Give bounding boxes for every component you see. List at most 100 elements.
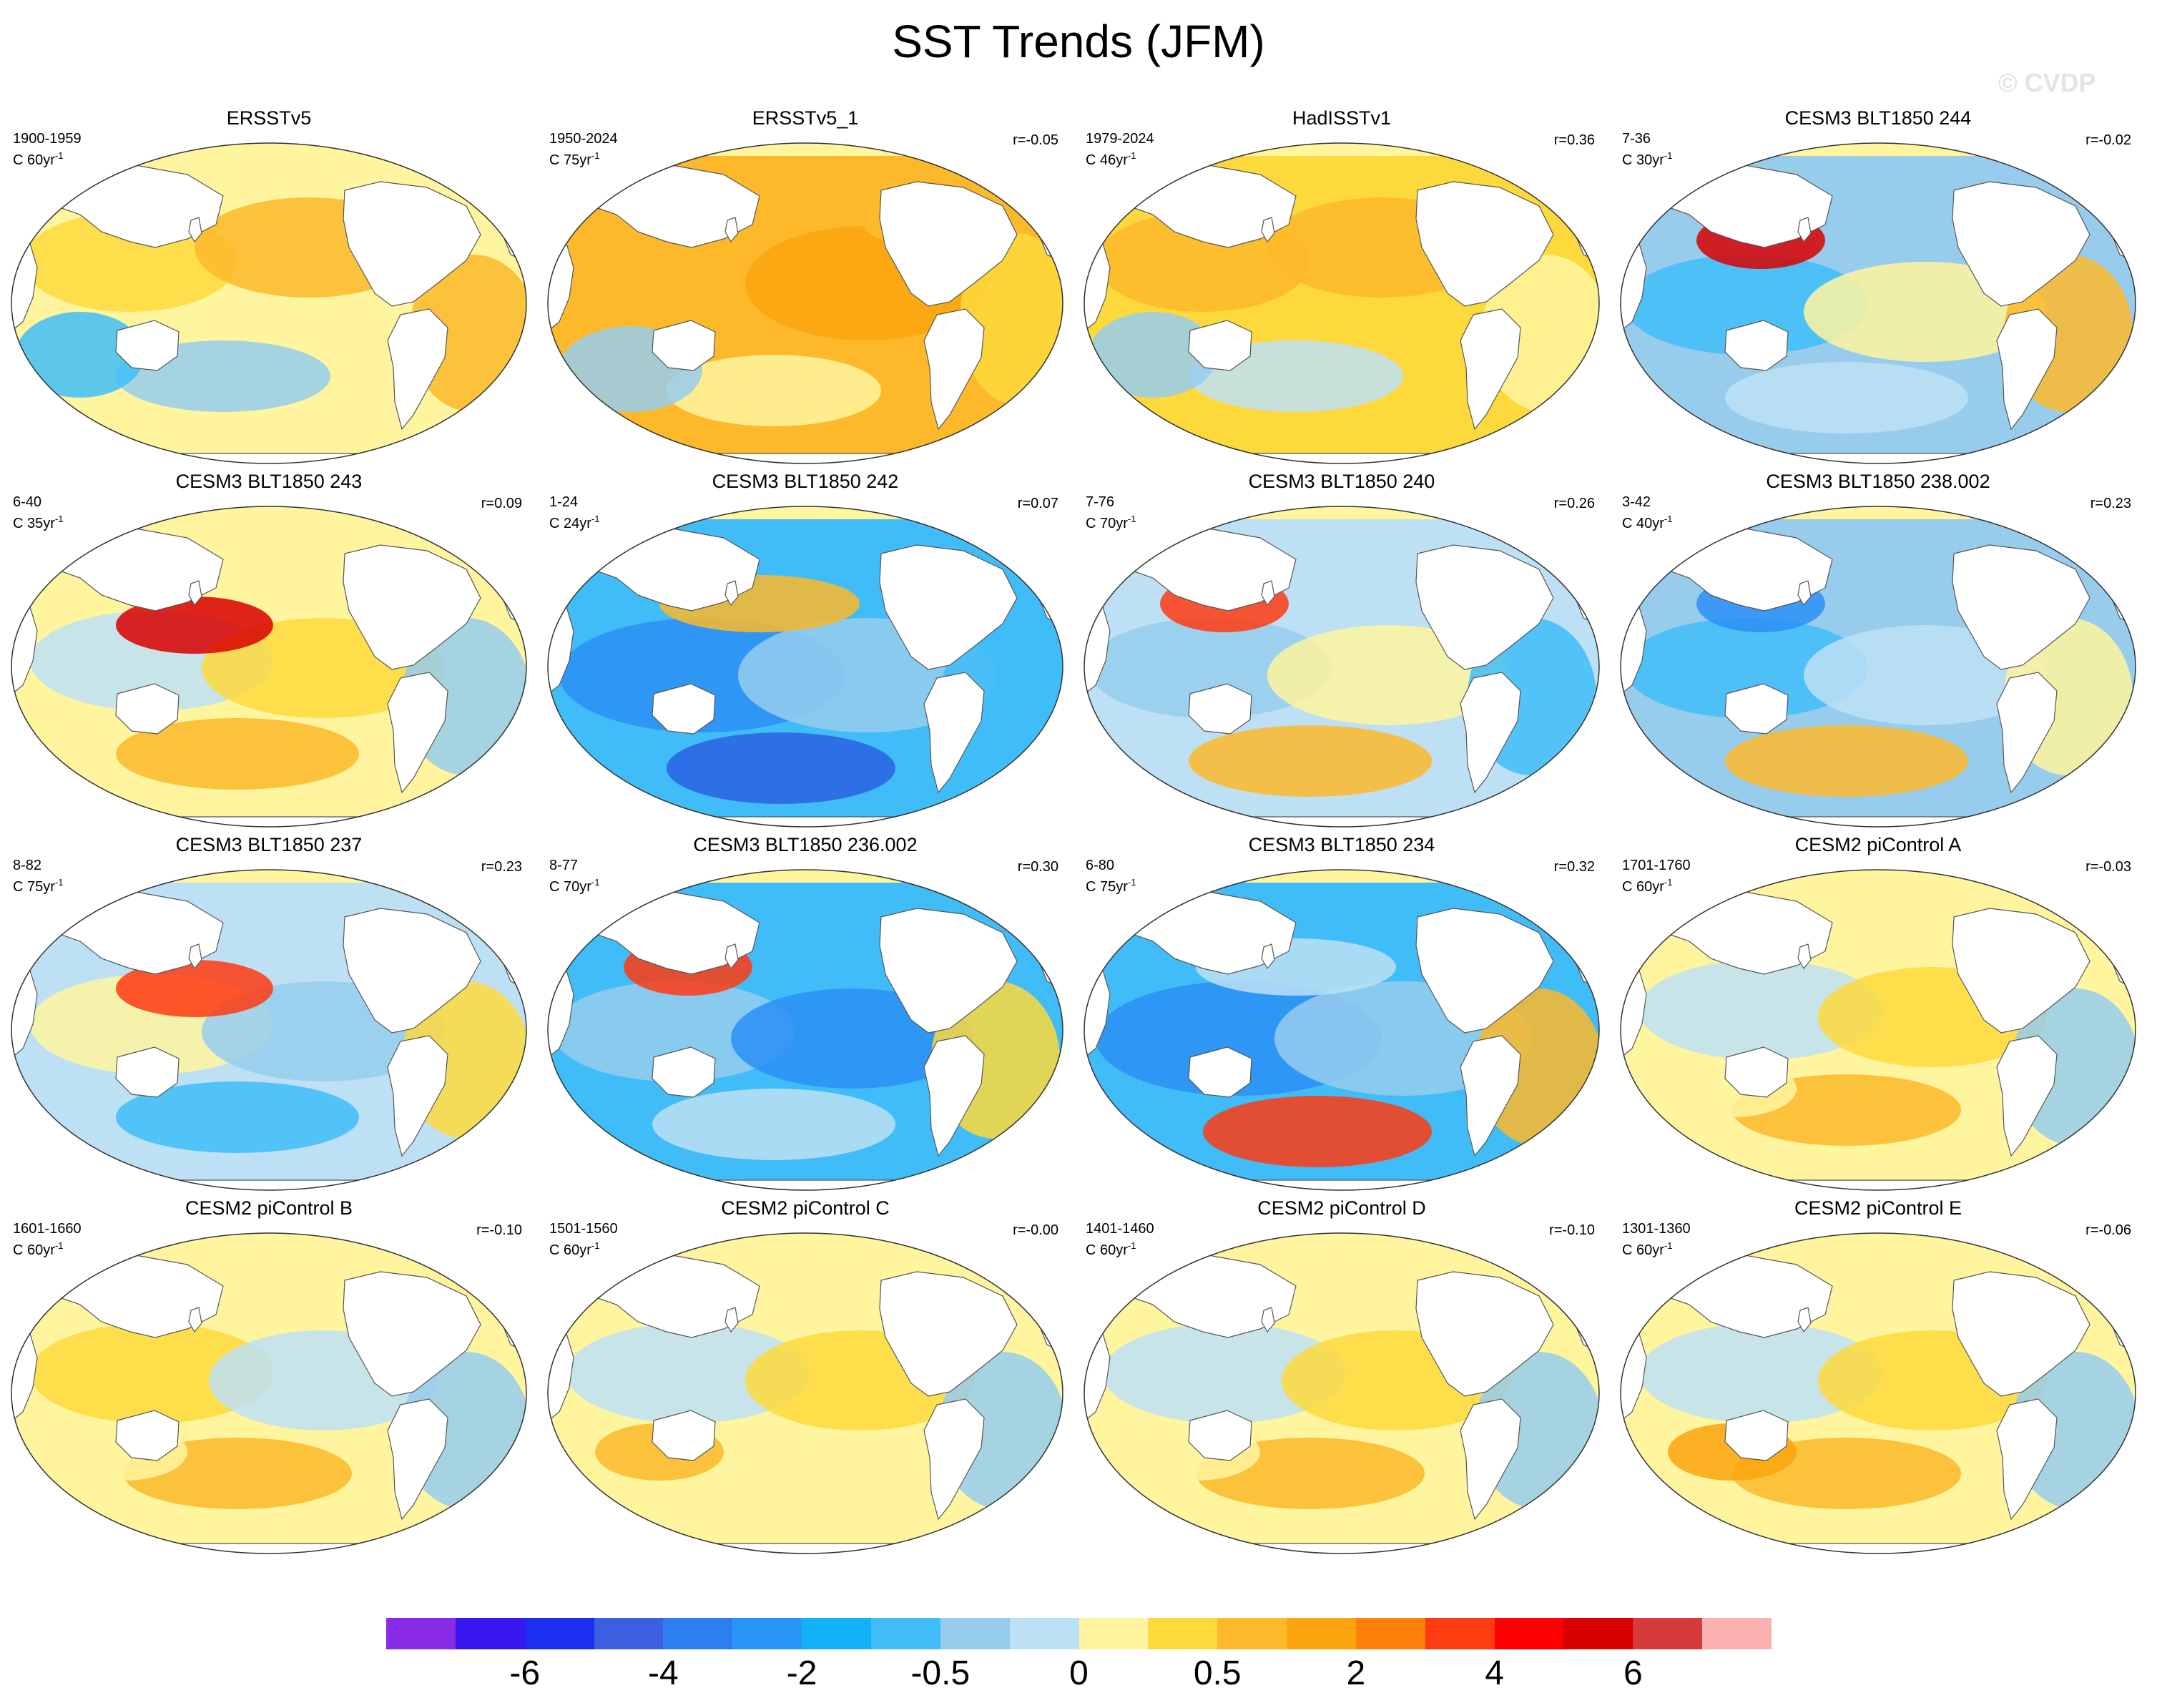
panel-scale: C 46yr-1 bbox=[1086, 147, 1136, 169]
south-america-land bbox=[1996, 672, 2058, 794]
panel-correlation: r=0.36 bbox=[1553, 132, 1595, 148]
panel-scale-exponent: -1 bbox=[54, 514, 64, 524]
panel-scale-text: C 60yr bbox=[13, 152, 55, 168]
australia-land bbox=[115, 320, 180, 371]
map-content bbox=[548, 870, 1063, 1190]
trend-anomaly-region bbox=[1103, 1323, 1346, 1423]
colorbar-box bbox=[802, 1618, 872, 1649]
greenland-land bbox=[1524, 876, 1576, 925]
panel-scale-exponent: -1 bbox=[54, 1240, 64, 1251]
panel-correlation: r=0.30 bbox=[1017, 859, 1058, 875]
panel-scale-text: C 24yr bbox=[549, 516, 591, 531]
antarctica-land bbox=[11, 816, 526, 827]
japan-land bbox=[1261, 1307, 1275, 1333]
antarctica-land bbox=[11, 1179, 526, 1190]
trend-anomaly-region bbox=[552, 219, 824, 348]
colorbar-box bbox=[386, 1618, 456, 1649]
greenland-land bbox=[2060, 513, 2112, 561]
panel-scale-exponent: -1 bbox=[1127, 1240, 1136, 1251]
trend-anomaly-region bbox=[116, 1081, 359, 1153]
panel-scale: C 40yr-1 bbox=[1622, 511, 1672, 532]
panel-period: 6-40 bbox=[13, 494, 42, 510]
panel-scale: C 60yr-1 bbox=[1622, 874, 1672, 895]
japan-land bbox=[724, 217, 739, 243]
north-america-land bbox=[1952, 1271, 2090, 1397]
australia-land bbox=[1188, 1410, 1252, 1461]
north-america-land bbox=[1952, 181, 2090, 307]
map-panel: CESM3 BLT1850 238.002 3-42 C 40yr-1 r=0.23 bbox=[1609, 469, 2147, 833]
japan-land bbox=[724, 1307, 739, 1333]
greenland-land bbox=[2060, 876, 2112, 925]
antarctica-land bbox=[1084, 453, 1599, 463]
antarctica-land bbox=[1621, 453, 2136, 463]
panel-scale: C 60yr-1 bbox=[1086, 1237, 1136, 1259]
figure-title: SST Trends (JFM) bbox=[892, 16, 1265, 67]
japan-land bbox=[724, 943, 739, 970]
sst-trend-map bbox=[1084, 506, 1600, 828]
globe-outline bbox=[1620, 142, 2136, 464]
panel-period: 1900-1959 bbox=[13, 131, 82, 147]
japan-land bbox=[1797, 217, 1812, 243]
trend-anomaly-region bbox=[1639, 960, 1882, 1060]
north-america-land bbox=[1952, 908, 2090, 1034]
colorbar-tick-label: -0.5 bbox=[910, 1654, 971, 1692]
map-content bbox=[11, 1233, 526, 1554]
japan-land bbox=[188, 580, 202, 607]
panel-scale-text: C 70yr bbox=[1086, 516, 1128, 531]
south-america-land bbox=[387, 1398, 448, 1521]
north-america-land bbox=[879, 544, 1018, 670]
globe-outline bbox=[1620, 869, 2136, 1191]
globe-outline bbox=[1084, 142, 1600, 464]
north-america-land bbox=[343, 181, 481, 307]
north-america-land bbox=[879, 181, 1018, 307]
north-america-land bbox=[1952, 544, 2090, 670]
watermark: © CVDP bbox=[1998, 68, 2096, 97]
south-america-land bbox=[1996, 1398, 2058, 1521]
map-panel: CESM2 piControl D 1401-1460 C 60yr-1 r=-0.1… bbox=[1073, 1196, 1611, 1559]
antarctica-land bbox=[548, 1543, 1063, 1554]
north-america-land bbox=[1415, 544, 1554, 670]
panel-scale-exponent: -1 bbox=[1664, 150, 1673, 161]
map-panel: CESM2 piControl E 1301-1360 C 60yr-1 r=-0.0… bbox=[1609, 1196, 2147, 1559]
colorbar-box bbox=[1355, 1618, 1426, 1649]
colorbar-box bbox=[524, 1618, 595, 1649]
sst-trend-map bbox=[11, 1232, 527, 1554]
panel-title: CESM2 piControl B bbox=[185, 1197, 353, 1219]
colorbar-tick-label: 2 bbox=[1346, 1654, 1366, 1692]
japan-land bbox=[188, 943, 202, 970]
sst-trend-map bbox=[547, 1232, 1063, 1554]
panel-period: 1601-1660 bbox=[13, 1221, 82, 1237]
panel-title: CESM3 BLT1850 243 bbox=[175, 471, 363, 492]
panel-scale-exponent: -1 bbox=[591, 877, 600, 888]
trend-anomaly-region bbox=[1725, 362, 1968, 433]
sst-trend-map bbox=[1084, 142, 1600, 464]
globe-outline bbox=[11, 142, 527, 464]
panel-scale: C 60yr-1 bbox=[13, 147, 63, 169]
australia-land bbox=[115, 683, 180, 735]
greenland-land bbox=[2060, 149, 2112, 198]
panel-period: 7-36 bbox=[1622, 131, 1651, 147]
colorbar-tick-label: -4 bbox=[648, 1654, 679, 1692]
panel-scale-exponent: -1 bbox=[1664, 514, 1673, 524]
panel-title: CESM2 piControl C bbox=[721, 1197, 890, 1219]
colorbar-box bbox=[1494, 1618, 1564, 1649]
greenland-land bbox=[1524, 513, 1576, 561]
colorbar-box bbox=[1563, 1618, 1633, 1649]
sst-trend-map bbox=[547, 142, 1063, 464]
panel-scale-text: C 60yr bbox=[13, 1242, 55, 1258]
map-panel: ERSSTv5_1 1950-2024 C 75yr-1 r=-0.05 bbox=[536, 106, 1074, 469]
panel-scale-text: C 75yr bbox=[13, 879, 55, 895]
antarctica-land bbox=[548, 1179, 1063, 1190]
colorbar-box bbox=[1217, 1618, 1287, 1649]
panel-period: 1979-2024 bbox=[1086, 131, 1154, 147]
panel-period: 8-82 bbox=[13, 858, 42, 873]
japan-land bbox=[188, 1307, 202, 1333]
colorbar-box bbox=[455, 1618, 526, 1649]
panel-correlation: r=-0.10 bbox=[1549, 1222, 1595, 1238]
australia-land bbox=[652, 683, 716, 735]
map-panel: CESM3 BLT1850 236.002 8-77 C 70yr-1 r=0.30 bbox=[536, 833, 1074, 1196]
sst-trend-map bbox=[11, 142, 527, 464]
australia-land bbox=[1188, 1046, 1252, 1098]
panel-correlation: r=-0.06 bbox=[2085, 1222, 2131, 1238]
panel-scale-exponent: -1 bbox=[591, 150, 600, 161]
